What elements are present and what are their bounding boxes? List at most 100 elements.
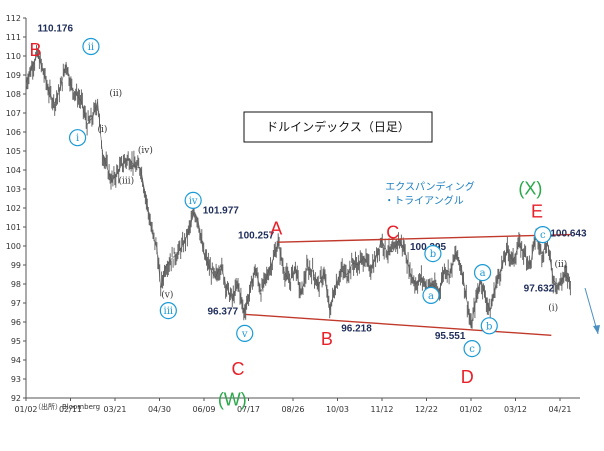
x-tick-label: 11/12 (370, 405, 393, 414)
wave-circle (236, 324, 254, 342)
wave-circle-text: v (241, 329, 248, 340)
wave-circle (534, 226, 552, 244)
price-line (25, 53, 571, 328)
wave-letter-label: A (270, 219, 282, 239)
source-note: （出所）Bloomberg (34, 402, 100, 411)
wave-letter-label: D (461, 367, 474, 387)
y-tick-label: 94 (11, 356, 21, 365)
forecast-arrow (584, 287, 600, 335)
wave-circle-text: b (430, 249, 436, 260)
y-tick-label: 112 (6, 14, 21, 23)
wave-circle (463, 340, 481, 358)
y-tick-label: 100 (6, 242, 21, 251)
y-axis-ticks: 92 93 94 95 96 97 98 99 100 101 102 103 104 105 106 107… (6, 14, 26, 403)
x-tick-label: 03/21 (103, 405, 126, 414)
wave-circle-text: ii (88, 42, 94, 53)
y-tick-label: 101 (6, 223, 21, 232)
wave-circle-label: c (463, 340, 481, 358)
wave-roman-label: (iii) (118, 175, 134, 186)
price-level-label: 100.257 (238, 230, 275, 241)
y-tick-label: 107 (6, 109, 21, 118)
x-tick-label: 06/09 (192, 405, 215, 414)
y-tick-label: 104 (6, 166, 21, 175)
pattern-note-line1: エクスパンディング (385, 180, 475, 193)
wave-circle-label: iii (159, 302, 177, 320)
wave-circle (422, 286, 440, 304)
wave-circle (184, 191, 202, 209)
y-tick-label: 92 (11, 394, 21, 403)
wave-degree-label: (W) (218, 390, 247, 410)
y-tick-label: 99 (11, 261, 21, 270)
y-tick-label: 98 (11, 280, 21, 289)
wave-circle (68, 129, 87, 147)
price-level-label: 96.377 (207, 306, 238, 317)
x-tick-label: 07/17 (237, 405, 260, 414)
y-tick-label: 108 (6, 90, 21, 99)
wave-roman-label: (ii) (555, 259, 568, 270)
price-level-label: 97.632 (524, 284, 555, 295)
price-level-label: 96.218 (341, 324, 372, 335)
wave-roman-label: (ii) (109, 88, 122, 99)
chart-title: ドルインデックス（日足） (266, 119, 410, 134)
y-tick-label: 103 (6, 185, 21, 194)
x-tick-label: 04/30 (148, 405, 171, 414)
wave-letter-label: B (30, 40, 42, 60)
y-tick-label: 109 (6, 71, 21, 80)
wave-circle (82, 37, 100, 56)
wave-roman-label: (i) (97, 124, 107, 135)
x-tick-label: 02/11 (59, 405, 82, 414)
wave-circle-text: b (486, 321, 492, 332)
wave-circle-label: v (236, 324, 254, 342)
wave-letter-label: C (232, 359, 245, 379)
wave-circle (473, 264, 492, 282)
wave-circle (480, 317, 498, 335)
price-level-label: 100.643 (550, 229, 587, 240)
y-tick-label: 96 (11, 318, 21, 327)
price-level-label: 110.176 (37, 23, 73, 34)
wave-roman-label: (v) (161, 289, 173, 300)
x-tick-label: 12/22 (415, 405, 438, 414)
wave-circle-text: c (540, 230, 546, 241)
wave-circle (159, 302, 177, 320)
wave-circle-text: a (480, 268, 486, 279)
x-tick-label: 01/02 (14, 405, 37, 414)
wave-circle-label: ii (82, 37, 100, 56)
wave-circle-label: a (422, 286, 440, 304)
price-series (25, 45, 571, 329)
wave-circle-label: b (424, 245, 442, 263)
chart-title-box: ドルインデックス（日足） (243, 111, 433, 143)
triangle-trendlines (245, 233, 571, 336)
x-tick-label: 08/26 (281, 405, 304, 414)
x-tick-label: 10/03 (326, 405, 349, 414)
wave-circle-label: c (534, 226, 552, 244)
wave-circle (424, 245, 442, 263)
wave-circle-text: i (76, 133, 79, 144)
y-tick-label: 102 (6, 204, 21, 213)
price-level-label: 101.977 (203, 206, 240, 217)
wave-letter-label: B (321, 329, 333, 349)
y-tick-label: 111 (6, 33, 21, 42)
y-tick-label: 97 (11, 299, 21, 308)
wave-circle-label: b (480, 317, 498, 335)
wave-circle-text: iii (164, 306, 174, 317)
lower-trendline (245, 313, 552, 336)
wave-roman-label: (iv) (138, 145, 153, 156)
pattern-note-line2: ・トライアングル (384, 194, 464, 207)
y-tick-label: 95 (11, 337, 21, 346)
x-axis-ticks: 01/02 02/11 03/21 04/30 06/09 07/17 08/26 10/03… (14, 398, 572, 414)
wave-circle-text: iv (189, 196, 198, 207)
x-tick-label: 04/21 (548, 405, 571, 414)
price-level-label: 95.551 (435, 331, 466, 342)
price-bars (25, 45, 571, 329)
wave-circle-label: a (473, 264, 492, 282)
wave-letter-label: C (386, 222, 399, 242)
wave-circle-label: i (68, 129, 87, 147)
wave-circle-text: c (469, 344, 475, 355)
y-tick-label: 110 (6, 52, 21, 61)
chart-axes (25, 18, 580, 399)
upper-trendline (278, 233, 571, 243)
x-tick-label: 03/12 (504, 405, 527, 414)
y-tick-label: 106 (6, 128, 21, 137)
wave-degree-label: (X) (518, 179, 542, 199)
